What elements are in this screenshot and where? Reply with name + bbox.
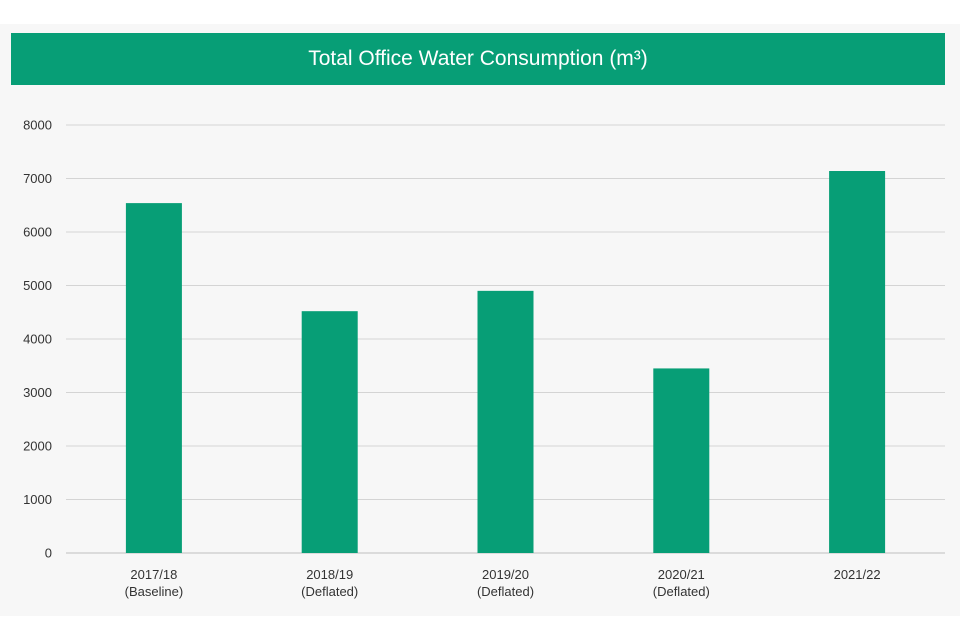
x-tick-label-3-0: 2020/21: [658, 567, 705, 582]
x-tick-label-0-0: 2017/18: [130, 567, 177, 582]
bar-0: [125, 203, 182, 554]
x-tick-label-2-0: 2019/20: [482, 567, 529, 582]
chart-title: Total Office Water Consumption (m³): [11, 33, 945, 85]
bar-1: [301, 311, 358, 553]
y-tick-label-2000: 2000: [23, 439, 52, 454]
x-tick-label-1-1: (Deflated): [301, 584, 358, 599]
y-tick-label-6000: 6000: [23, 225, 52, 240]
y-tick-label-4000: 4000: [23, 332, 52, 347]
x-tick-label-1-0: 2018/19: [306, 567, 353, 582]
x-tick-label-2-1: (Deflated): [477, 584, 534, 599]
bar-3: [653, 368, 710, 553]
x-tick-label-4-0: 2021/22: [834, 567, 881, 582]
y-tick-label-7000: 7000: [23, 171, 52, 186]
y-tick-label-8000: 8000: [23, 118, 52, 133]
bar-2: [477, 290, 534, 553]
y-tick-label-3000: 3000: [23, 385, 52, 400]
y-tick-label-1000: 1000: [23, 492, 52, 507]
bar-4: [829, 171, 886, 553]
x-tick-label-0-1: (Baseline): [125, 584, 184, 599]
x-tick-label-3-1: (Deflated): [653, 584, 710, 599]
y-tick-label-0: 0: [45, 546, 52, 561]
y-tick-label-5000: 5000: [23, 278, 52, 293]
